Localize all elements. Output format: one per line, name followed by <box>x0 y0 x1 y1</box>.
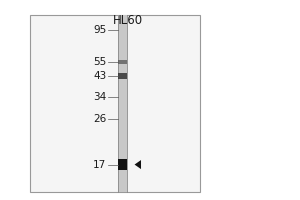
Text: 43: 43 <box>93 71 106 81</box>
Text: 55: 55 <box>93 57 106 67</box>
Text: 95: 95 <box>93 25 106 35</box>
Bar <box>118 15 127 192</box>
Polygon shape <box>135 160 141 169</box>
Text: 34: 34 <box>93 92 106 102</box>
Text: HL60: HL60 <box>113 14 143 27</box>
Text: 26: 26 <box>93 114 106 124</box>
Bar <box>118 159 127 170</box>
Bar <box>30 15 200 192</box>
Bar <box>118 73 127 79</box>
Bar <box>118 60 127 64</box>
Text: 17: 17 <box>93 160 106 170</box>
